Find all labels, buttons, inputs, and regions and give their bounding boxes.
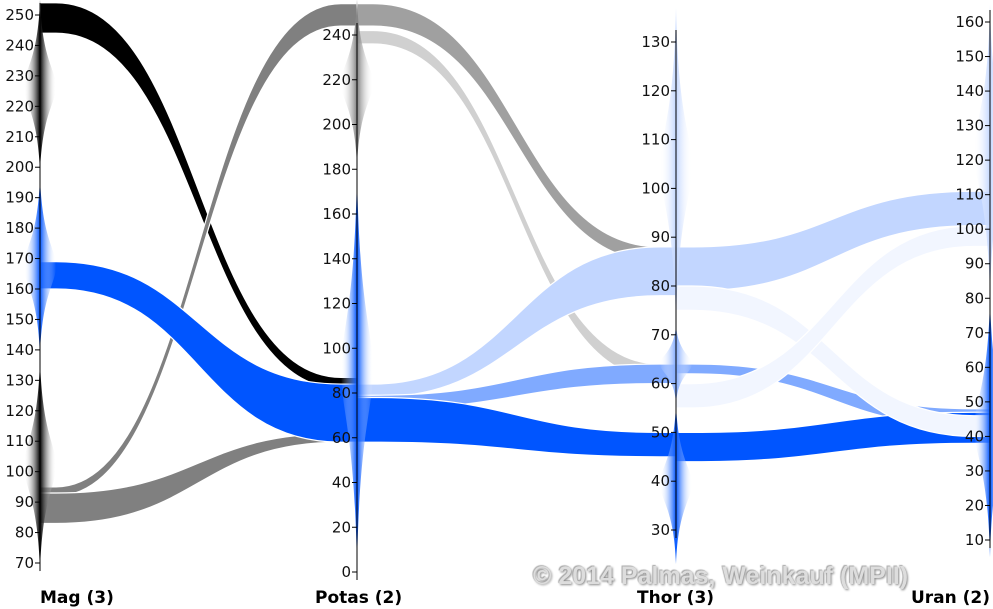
tick-label: 80 — [965, 289, 984, 307]
tick-label: 240 — [5, 36, 34, 54]
tick-label: 40 — [651, 472, 670, 490]
tick-label: 20 — [332, 518, 351, 536]
axis-label-3[interactable]: Uran (2) — [911, 588, 990, 608]
tick-label: 110 — [5, 432, 34, 450]
tick-label: 90 — [651, 228, 670, 246]
tick-label: 190 — [5, 189, 34, 207]
tick-label: 80 — [651, 277, 670, 295]
tick-label: 60 — [965, 358, 984, 376]
tick-label: 150 — [5, 310, 34, 328]
tick-label: 180 — [5, 219, 34, 237]
tick-label: 120 — [5, 402, 34, 420]
tick-label: 0 — [341, 563, 351, 581]
tick-label: 80 — [332, 384, 351, 402]
tick-label: 200 — [5, 158, 34, 176]
tick-label: 90 — [15, 493, 34, 511]
tick-label: 210 — [5, 128, 34, 146]
tick-label: 70 — [651, 326, 670, 344]
tick-label: 30 — [651, 521, 670, 539]
tick-label: 100 — [641, 179, 670, 197]
tick-label: 60 — [332, 429, 351, 447]
tick-label: 110 — [641, 131, 670, 149]
tick-label: 230 — [5, 67, 34, 85]
tick-label: 140 — [322, 250, 351, 268]
tick-label: 220 — [322, 71, 351, 89]
tick-label: 10 — [965, 531, 984, 549]
tick-label: 240 — [322, 26, 351, 44]
tick-label: 50 — [965, 393, 984, 411]
tick-label: 120 — [322, 295, 351, 313]
tick-label: 140 — [955, 82, 984, 100]
flows — [39, 2, 991, 525]
tick-label: 40 — [965, 427, 984, 445]
flow-band-8[interactable] — [356, 396, 677, 458]
axis-label-1[interactable]: Potas (2) — [315, 588, 402, 608]
tick-label: 20 — [965, 496, 984, 514]
axis-label-0[interactable]: Mag (3) — [40, 588, 114, 608]
cluster-glyph-3-1[interactable] — [974, 298, 993, 558]
cluster-glyph-3-0[interactable] — [974, 4, 993, 299]
tick-label: 140 — [5, 341, 34, 359]
tick-label: 60 — [651, 375, 670, 393]
tick-label: 220 — [5, 97, 34, 115]
tick-label: 120 — [641, 82, 670, 100]
tick-label: 180 — [322, 160, 351, 178]
tick-label: 150 — [955, 48, 984, 66]
tick-label: 90 — [965, 255, 984, 273]
tick-label: 80 — [15, 524, 34, 542]
tick-label: 100 — [5, 463, 34, 481]
tick-label: 110 — [955, 186, 984, 204]
tick-label: 160 — [5, 280, 34, 298]
tick-label: 160 — [322, 205, 351, 223]
flow-band-13[interactable] — [675, 225, 991, 409]
tick-label: 40 — [332, 474, 351, 492]
tick-label: 130 — [955, 117, 984, 135]
tick-label: 200 — [322, 116, 351, 134]
axes: 7080901001101201301401501601701801902002… — [5, 3, 991, 608]
tick-label: 130 — [641, 33, 670, 51]
tick-label: 70 — [15, 554, 34, 572]
axis-label-2[interactable]: Thor (3) — [637, 588, 714, 608]
copyright-watermark: © 2014 Palmas, Weinkauf (MPII) — [533, 562, 909, 590]
tick-label: 130 — [5, 371, 34, 389]
tick-label: 30 — [965, 462, 984, 480]
tick-label: 50 — [651, 423, 670, 441]
tick-label: 120 — [955, 151, 984, 169]
flow-band-3[interactable] — [39, 261, 358, 443]
tick-label: 70 — [965, 324, 984, 342]
tick-label: 250 — [5, 6, 34, 24]
tick-label: 100 — [322, 339, 351, 357]
tick-label: 170 — [5, 250, 34, 268]
tick-label: 100 — [955, 220, 984, 238]
tick-label: 160 — [955, 13, 984, 31]
